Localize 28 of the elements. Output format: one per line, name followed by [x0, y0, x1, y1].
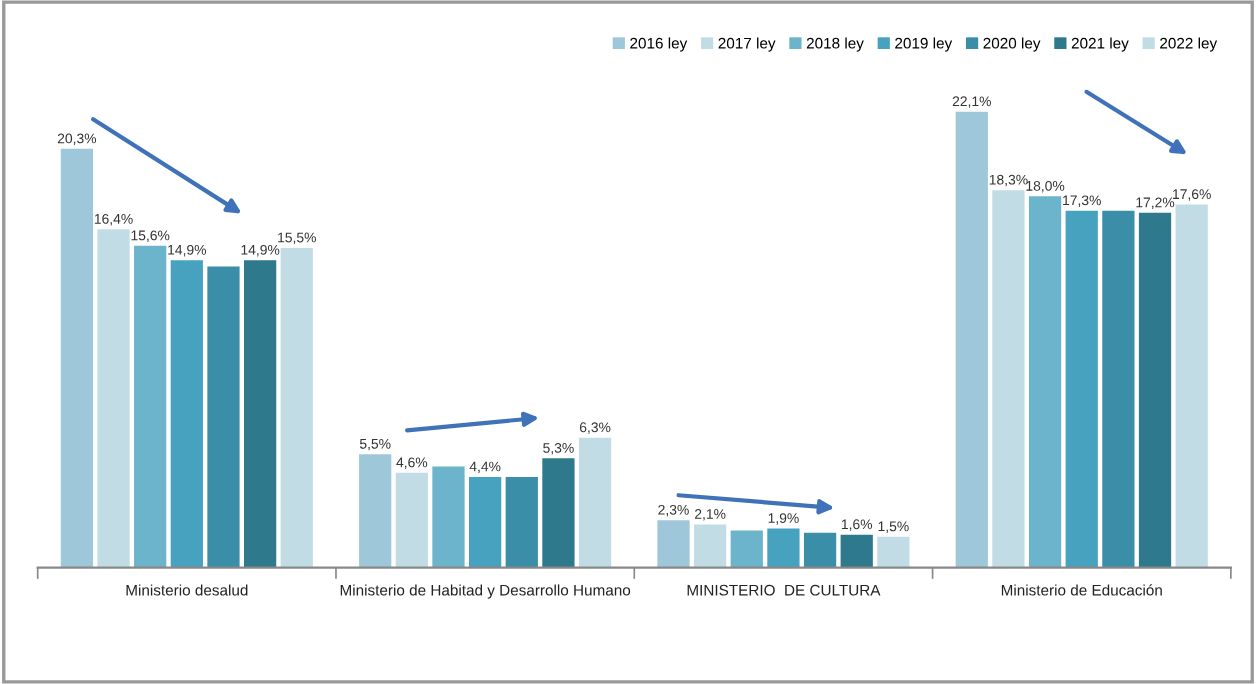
bar — [97, 229, 130, 568]
bar — [1102, 210, 1135, 568]
bar — [395, 472, 428, 568]
bar — [803, 532, 837, 568]
bar — [767, 528, 800, 568]
bar — [1065, 210, 1098, 568]
bar — [840, 534, 873, 568]
bar — [359, 454, 392, 568]
bar — [505, 476, 538, 568]
bar — [280, 247, 313, 568]
bar — [694, 524, 727, 568]
bar — [992, 190, 1025, 568]
bar — [542, 458, 575, 568]
bar — [469, 476, 502, 568]
bar — [170, 260, 203, 568]
bar — [955, 111, 988, 568]
bar — [1175, 204, 1208, 568]
bar — [60, 148, 94, 568]
bar — [1138, 212, 1172, 568]
bar — [207, 266, 240, 568]
bar — [244, 260, 277, 568]
bar — [730, 530, 763, 568]
bar — [578, 437, 612, 568]
bar — [432, 466, 465, 568]
bar — [657, 520, 690, 568]
bar — [1028, 196, 1062, 568]
bar — [134, 245, 167, 568]
bar — [877, 536, 910, 568]
